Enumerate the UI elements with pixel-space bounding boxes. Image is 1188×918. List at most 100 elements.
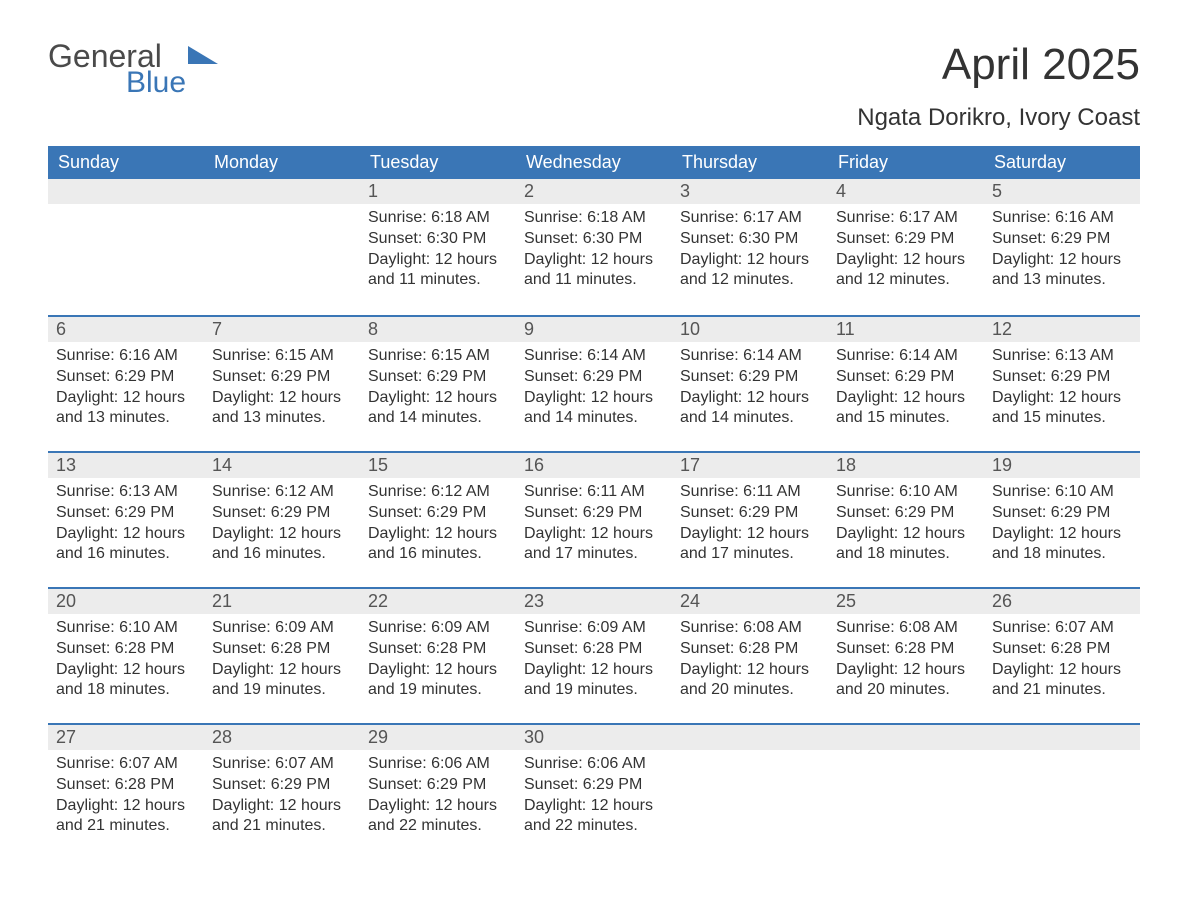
day-details: Sunrise: 6:06 AMSunset: 6:29 PMDaylight:… bbox=[360, 750, 516, 845]
day-details: Sunrise: 6:12 AMSunset: 6:29 PMDaylight:… bbox=[360, 478, 516, 573]
location-subtitle: Ngata Dorikro, Ivory Coast bbox=[48, 104, 1140, 132]
daylight1-text: Daylight: 12 hours bbox=[992, 524, 1132, 545]
daylight1-text: Daylight: 12 hours bbox=[680, 388, 820, 409]
day-number: 27 bbox=[48, 723, 204, 750]
day-details: Sunrise: 6:09 AMSunset: 6:28 PMDaylight:… bbox=[360, 614, 516, 709]
sunrise-text: Sunrise: 6:16 AM bbox=[56, 346, 196, 367]
day-number: 13 bbox=[48, 451, 204, 478]
sunset-text: Sunset: 6:29 PM bbox=[992, 503, 1132, 524]
weekday-header: Monday bbox=[204, 146, 360, 179]
sunset-text: Sunset: 6:29 PM bbox=[56, 503, 196, 524]
calendar-cell: 25Sunrise: 6:08 AMSunset: 6:28 PMDayligh… bbox=[828, 587, 984, 723]
sunrise-text: Sunrise: 6:06 AM bbox=[368, 754, 508, 775]
daylight2-text: and 20 minutes. bbox=[836, 680, 976, 701]
day-details: Sunrise: 6:14 AMSunset: 6:29 PMDaylight:… bbox=[672, 342, 828, 437]
sunset-text: Sunset: 6:28 PM bbox=[836, 639, 976, 660]
day-number: 21 bbox=[204, 587, 360, 614]
daylight1-text: Daylight: 12 hours bbox=[212, 524, 352, 545]
calendar-week-row: 6Sunrise: 6:16 AMSunset: 6:29 PMDaylight… bbox=[48, 315, 1140, 451]
day-details: Sunrise: 6:13 AMSunset: 6:29 PMDaylight:… bbox=[984, 342, 1140, 437]
sunrise-text: Sunrise: 6:12 AM bbox=[368, 482, 508, 503]
day-number: 14 bbox=[204, 451, 360, 478]
daylight2-text: and 13 minutes. bbox=[56, 408, 196, 429]
daylight1-text: Daylight: 12 hours bbox=[524, 250, 664, 271]
sunrise-text: Sunrise: 6:08 AM bbox=[836, 618, 976, 639]
sunset-text: Sunset: 6:29 PM bbox=[56, 367, 196, 388]
sunrise-text: Sunrise: 6:10 AM bbox=[836, 482, 976, 503]
calendar-cell: 19Sunrise: 6:10 AMSunset: 6:29 PMDayligh… bbox=[984, 451, 1140, 587]
sunrise-text: Sunrise: 6:11 AM bbox=[524, 482, 664, 503]
sunset-text: Sunset: 6:29 PM bbox=[212, 503, 352, 524]
calendar-cell: 30Sunrise: 6:06 AMSunset: 6:29 PMDayligh… bbox=[516, 723, 672, 859]
sunset-text: Sunset: 6:29 PM bbox=[212, 775, 352, 796]
sunrise-text: Sunrise: 6:06 AM bbox=[524, 754, 664, 775]
logo: General Blue bbox=[48, 40, 218, 98]
sunset-text: Sunset: 6:28 PM bbox=[524, 639, 664, 660]
sunrise-text: Sunrise: 6:14 AM bbox=[836, 346, 976, 367]
daylight2-text: and 13 minutes. bbox=[992, 270, 1132, 291]
sunrise-text: Sunrise: 6:14 AM bbox=[524, 346, 664, 367]
day-number: 8 bbox=[360, 315, 516, 342]
day-number: 16 bbox=[516, 451, 672, 478]
weekday-header-row: Sunday Monday Tuesday Wednesday Thursday… bbox=[48, 146, 1140, 179]
day-details: Sunrise: 6:16 AMSunset: 6:29 PMDaylight:… bbox=[48, 342, 204, 437]
day-number: 22 bbox=[360, 587, 516, 614]
day-details: Sunrise: 6:10 AMSunset: 6:29 PMDaylight:… bbox=[984, 478, 1140, 573]
sunrise-text: Sunrise: 6:09 AM bbox=[524, 618, 664, 639]
sunrise-text: Sunrise: 6:10 AM bbox=[56, 618, 196, 639]
daylight2-text: and 20 minutes. bbox=[680, 680, 820, 701]
day-number-empty bbox=[828, 723, 984, 750]
daylight2-text: and 14 minutes. bbox=[680, 408, 820, 429]
calendar-week-row: 20Sunrise: 6:10 AMSunset: 6:28 PMDayligh… bbox=[48, 587, 1140, 723]
daylight1-text: Daylight: 12 hours bbox=[368, 250, 508, 271]
day-number-empty bbox=[672, 723, 828, 750]
calendar-cell: 8Sunrise: 6:15 AMSunset: 6:29 PMDaylight… bbox=[360, 315, 516, 451]
page-title: April 2025 bbox=[942, 40, 1140, 90]
day-details: Sunrise: 6:11 AMSunset: 6:29 PMDaylight:… bbox=[672, 478, 828, 573]
day-number: 7 bbox=[204, 315, 360, 342]
weekday-header: Friday bbox=[828, 146, 984, 179]
daylight2-text: and 12 minutes. bbox=[836, 270, 976, 291]
daylight1-text: Daylight: 12 hours bbox=[368, 524, 508, 545]
daylight2-text: and 19 minutes. bbox=[524, 680, 664, 701]
calendar-cell: 5Sunrise: 6:16 AMSunset: 6:29 PMDaylight… bbox=[984, 179, 1140, 315]
calendar-cell: 21Sunrise: 6:09 AMSunset: 6:28 PMDayligh… bbox=[204, 587, 360, 723]
calendar-cell: 16Sunrise: 6:11 AMSunset: 6:29 PMDayligh… bbox=[516, 451, 672, 587]
sunset-text: Sunset: 6:30 PM bbox=[524, 229, 664, 250]
sunrise-text: Sunrise: 6:11 AM bbox=[680, 482, 820, 503]
calendar-cell bbox=[48, 179, 204, 315]
sunset-text: Sunset: 6:28 PM bbox=[212, 639, 352, 660]
daylight2-text: and 22 minutes. bbox=[368, 816, 508, 837]
calendar-cell bbox=[672, 723, 828, 859]
sunset-text: Sunset: 6:28 PM bbox=[368, 639, 508, 660]
sunrise-text: Sunrise: 6:18 AM bbox=[368, 208, 508, 229]
sunrise-text: Sunrise: 6:07 AM bbox=[212, 754, 352, 775]
daylight2-text: and 11 minutes. bbox=[524, 270, 664, 291]
day-number: 18 bbox=[828, 451, 984, 478]
weekday-header: Tuesday bbox=[360, 146, 516, 179]
calendar-cell: 27Sunrise: 6:07 AMSunset: 6:28 PMDayligh… bbox=[48, 723, 204, 859]
day-details: Sunrise: 6:07 AMSunset: 6:28 PMDaylight:… bbox=[984, 614, 1140, 709]
day-number: 5 bbox=[984, 179, 1140, 204]
day-details: Sunrise: 6:09 AMSunset: 6:28 PMDaylight:… bbox=[516, 614, 672, 709]
sunset-text: Sunset: 6:29 PM bbox=[524, 503, 664, 524]
day-number: 11 bbox=[828, 315, 984, 342]
day-number: 30 bbox=[516, 723, 672, 750]
calendar-cell: 11Sunrise: 6:14 AMSunset: 6:29 PMDayligh… bbox=[828, 315, 984, 451]
sunset-text: Sunset: 6:29 PM bbox=[992, 367, 1132, 388]
sunrise-text: Sunrise: 6:15 AM bbox=[368, 346, 508, 367]
day-details: Sunrise: 6:14 AMSunset: 6:29 PMDaylight:… bbox=[828, 342, 984, 437]
weekday-header: Thursday bbox=[672, 146, 828, 179]
sunset-text: Sunset: 6:29 PM bbox=[524, 775, 664, 796]
day-details: Sunrise: 6:08 AMSunset: 6:28 PMDaylight:… bbox=[828, 614, 984, 709]
sunrise-text: Sunrise: 6:08 AM bbox=[680, 618, 820, 639]
daylight1-text: Daylight: 12 hours bbox=[836, 660, 976, 681]
daylight2-text: and 17 minutes. bbox=[524, 544, 664, 565]
sunrise-text: Sunrise: 6:14 AM bbox=[680, 346, 820, 367]
logo-text-blue: Blue bbox=[126, 68, 186, 98]
calendar-cell bbox=[204, 179, 360, 315]
calendar-cell bbox=[984, 723, 1140, 859]
daylight2-text: and 17 minutes. bbox=[680, 544, 820, 565]
daylight2-text: and 16 minutes. bbox=[56, 544, 196, 565]
weekday-header: Wednesday bbox=[516, 146, 672, 179]
